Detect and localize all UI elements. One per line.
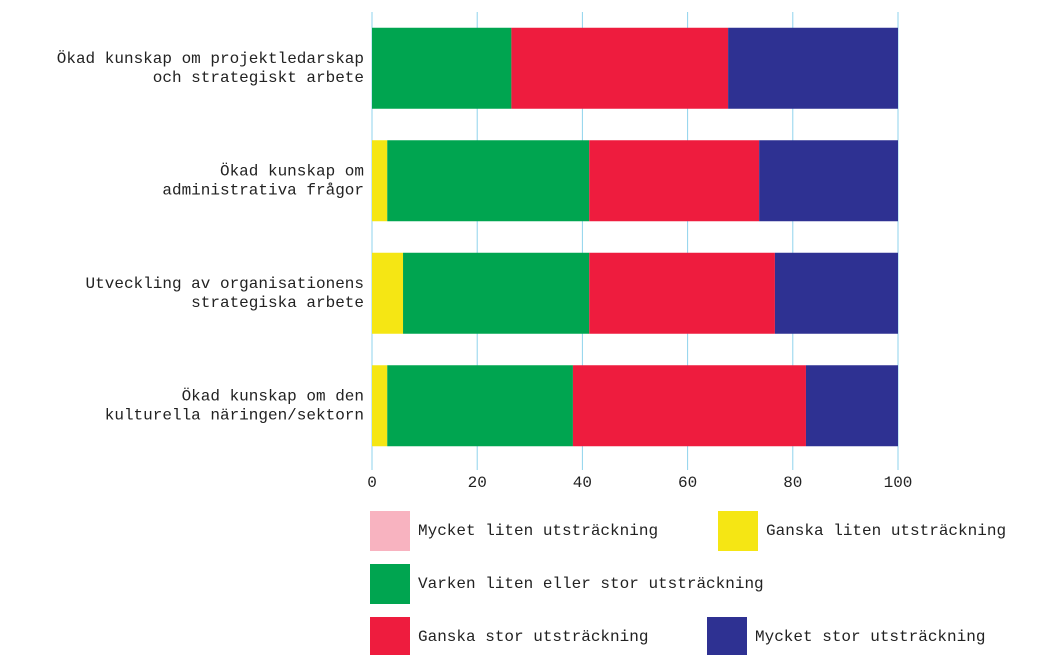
bar-segment [372, 365, 388, 447]
bar-segment [372, 252, 404, 334]
bar-segment [372, 27, 512, 109]
bar-segment [589, 140, 760, 222]
legend-swatch [370, 511, 410, 551]
y-tick-label: Ökad kunskap om den kulturella näringen/s… [105, 386, 364, 424]
x-tick-label: 60 [678, 474, 697, 492]
bar-segment [805, 365, 898, 447]
y-tick-label: Ökad kunskap om projektledarskap och stra… [57, 49, 364, 87]
legend-swatch [370, 564, 410, 604]
bar-segment [774, 252, 898, 334]
label-line: kulturella näringen/sektorn [105, 406, 364, 424]
legend-swatch [718, 511, 758, 551]
label-line: Ökad kunskap om projektledarskap [57, 49, 364, 68]
x-tick-label: 100 [884, 474, 913, 492]
bar-segment [759, 140, 898, 222]
label-line: och strategiskt arbete [153, 69, 364, 87]
bar-segment [403, 252, 590, 334]
x-tick-label: 40 [573, 474, 592, 492]
bar-segment [372, 140, 388, 222]
legend-label: Varken liten eller stor utsträckning [418, 575, 764, 593]
legend-swatch [370, 617, 410, 655]
label-line: strategiska arbete [191, 294, 364, 312]
label-line: Ökad kunskap om [220, 161, 364, 180]
x-tick-label: 20 [468, 474, 487, 492]
bar-segment [387, 365, 573, 447]
label-line: administrativa frågor [162, 181, 364, 199]
y-tick-label: Ökad kunskap om administrativa frågor [162, 161, 364, 199]
bar-segment [728, 27, 898, 109]
bar-segment [511, 27, 729, 109]
label-line: Utveckling av organisationens [86, 275, 364, 293]
y-tick-label: Utveckling av organisationens strategiska… [86, 275, 364, 312]
x-tick-label: 0 [367, 474, 377, 492]
legend-swatch [707, 617, 747, 655]
x-tick-label: 80 [783, 474, 802, 492]
legend-label: Ganska liten utsträckning [766, 522, 1006, 540]
bar-segment [572, 365, 806, 447]
bar-segment [589, 252, 775, 334]
legend-label: Ganska stor utsträckning [418, 628, 648, 646]
legend-label: Mycket liten utsträckning [418, 522, 658, 540]
label-line: Ökad kunskap om den [182, 386, 364, 405]
legend-label: Mycket stor utsträckning [755, 628, 985, 646]
bar-segment [387, 140, 590, 222]
